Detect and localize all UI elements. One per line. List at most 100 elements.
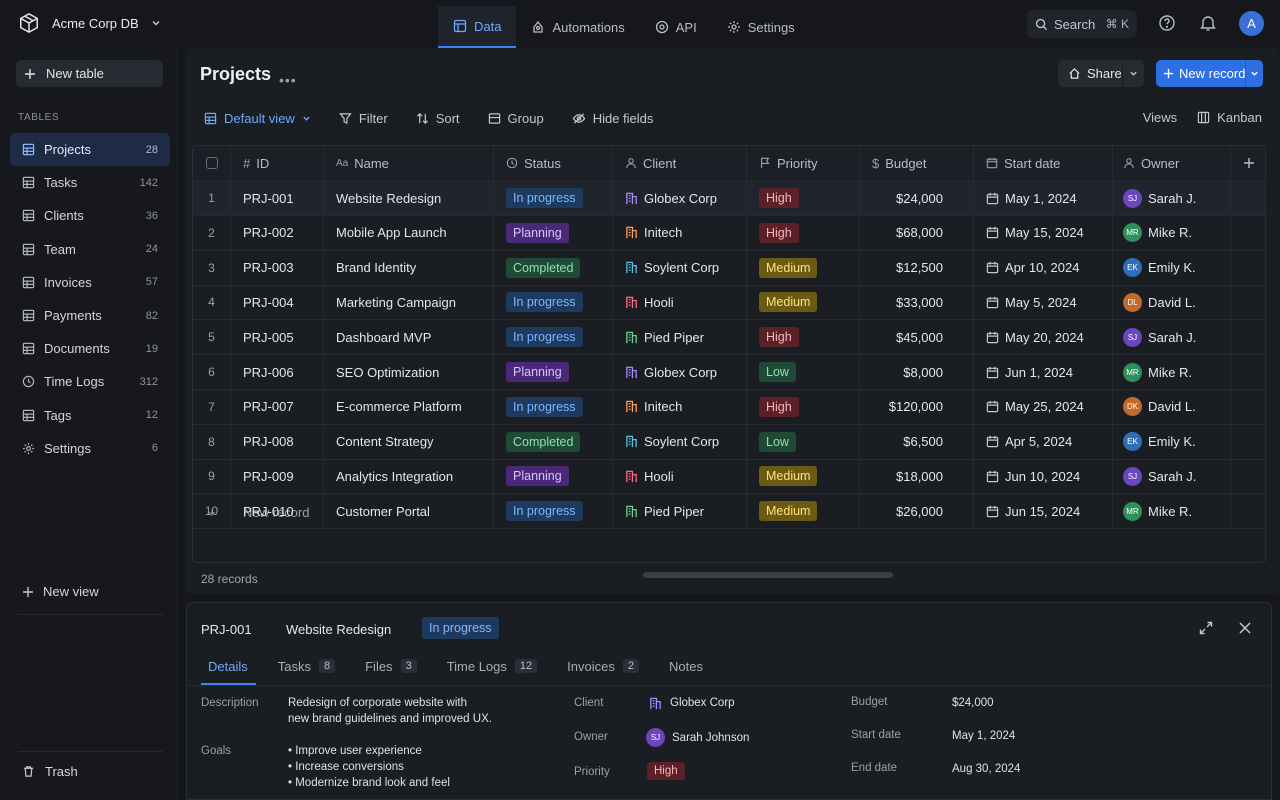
status-cell[interactable]: Completed	[494, 424, 613, 459]
tab-api[interactable]: API	[640, 6, 712, 48]
row-number[interactable]: 2	[193, 215, 231, 250]
status-cell[interactable]: Completed	[494, 250, 613, 285]
column-header-budget[interactable]: $ Budget	[860, 146, 974, 180]
user-avatar[interactable]: A	[1239, 11, 1264, 36]
id-cell[interactable]: PRJ-003	[231, 250, 324, 285]
views-button[interactable]: Views	[1142, 110, 1178, 125]
sidebar-item-clients[interactable]: Clients 36	[10, 199, 170, 232]
client-cell[interactable]: Hooli	[613, 459, 747, 494]
expand-icon[interactable]	[1199, 621, 1213, 635]
budget-cell[interactable]: $120,000	[860, 389, 974, 424]
status-cell[interactable]: Planning	[494, 215, 613, 250]
start-date-cell[interactable]: May 25, 2024	[974, 389, 1113, 424]
filter-button[interactable]: Filter	[338, 111, 388, 126]
budget-cell[interactable]: $33,000	[860, 285, 974, 320]
help-icon[interactable]	[1157, 13, 1177, 33]
sort-button[interactable]: Sort	[416, 111, 460, 126]
row-number[interactable]: 7	[193, 389, 231, 424]
client-cell[interactable]: Pied Piper	[613, 320, 747, 355]
status-cell[interactable]: In progress	[494, 320, 613, 355]
start-date-cell[interactable]: May 1, 2024	[974, 181, 1113, 215]
name-cell[interactable]: Customer Portal	[324, 494, 494, 529]
tab-settings[interactable]: Settings	[712, 6, 810, 48]
trash-button[interactable]: Trash	[22, 764, 78, 779]
row-number[interactable]: 1	[193, 181, 231, 215]
status-cell[interactable]: In progress	[494, 494, 613, 529]
detail-tab-details[interactable]: Details	[201, 655, 256, 685]
client-cell[interactable]: Globex Corp	[613, 355, 747, 389]
start-date-cell[interactable]: May 15, 2024	[974, 215, 1113, 250]
sidebar-item-time-logs[interactable]: Time Logs 312	[10, 365, 170, 398]
budget-cell[interactable]: $18,000	[860, 459, 974, 494]
add-record-row[interactable]: + New record	[193, 495, 309, 530]
name-cell[interactable]: Dashboard MVP	[324, 320, 494, 355]
start-date-cell[interactable]: Jun 10, 2024	[974, 459, 1113, 494]
name-cell[interactable]: Mobile App Launch	[324, 215, 494, 250]
more-options-icon[interactable]: •••	[279, 72, 297, 88]
owner-cell[interactable]: DK David L.	[1113, 389, 1231, 424]
table-row[interactable]: 10 PRJ-010 Customer Portal In progress Pied …	[193, 494, 1265, 530]
id-cell[interactable]: PRJ-001	[231, 181, 324, 215]
name-cell[interactable]: SEO Optimization	[324, 355, 494, 389]
column-header-status[interactable]: Status	[494, 146, 613, 180]
start-date-cell[interactable]: Apr 5, 2024	[974, 424, 1113, 459]
table-row[interactable]: 8 PRJ-008 Content Strategy Completed Soylent…	[193, 424, 1265, 460]
table-row[interactable]: 4 PRJ-004 Marketing Campaign In progress Hoo…	[193, 285, 1265, 321]
column-header-start-date[interactable]: Start date	[974, 146, 1113, 180]
name-cell[interactable]: Content Strategy	[324, 424, 494, 459]
id-cell[interactable]: PRJ-005	[231, 320, 324, 355]
new-table-button[interactable]: New table	[16, 60, 163, 87]
table-row[interactable]: 3 PRJ-003 Brand Identity Completed Soylent C…	[193, 250, 1265, 286]
sidebar-item-settings[interactable]: Settings 6	[10, 432, 170, 465]
close-icon[interactable]	[1238, 621, 1252, 635]
detail-tab-time-logs[interactable]: Time Logs 12	[440, 655, 545, 685]
row-number[interactable]: 6	[193, 355, 231, 389]
budget-cell[interactable]: $68,000	[860, 215, 974, 250]
id-cell[interactable]: PRJ-007	[231, 389, 324, 424]
owner-cell[interactable]: EK Emily K.	[1113, 250, 1231, 285]
column-header-owner[interactable]: Owner	[1113, 146, 1231, 180]
row-number[interactable]: 3	[193, 250, 231, 285]
owner-cell[interactable]: MR Mike R.	[1113, 215, 1231, 250]
sidebar-item-payments[interactable]: Payments 82	[10, 299, 170, 332]
view-selector[interactable]: Default view	[204, 111, 311, 126]
row-number[interactable]: 4	[193, 285, 231, 320]
column-header-id[interactable]: # ID	[231, 146, 324, 180]
start-date-cell[interactable]: May 20, 2024	[974, 320, 1113, 355]
budget-cell[interactable]: $45,000	[860, 320, 974, 355]
row-number[interactable]: 9	[193, 459, 231, 494]
table-row[interactable]: 7 PRJ-007 E-commerce Platform In progress In…	[193, 389, 1265, 425]
row-number[interactable]: 10	[193, 494, 231, 529]
name-cell[interactable]: Analytics Integration	[324, 459, 494, 494]
priority-cell[interactable]: Medium	[747, 250, 860, 285]
priority-cell[interactable]: High	[747, 215, 860, 250]
hide-fields-button[interactable]: Hide fields	[572, 111, 653, 126]
tab-data[interactable]: Data	[438, 6, 517, 48]
budget-cell[interactable]: $24,000	[860, 181, 974, 215]
client-cell[interactable]: Soylent Corp	[613, 424, 747, 459]
sidebar-item-projects[interactable]: Projects 28	[10, 133, 170, 167]
budget-cell[interactable]: $6,500	[860, 424, 974, 459]
priority-cell[interactable]: High	[747, 181, 860, 215]
priority-cell[interactable]: Medium	[747, 285, 860, 320]
start-date-cell[interactable]: Jun 15, 2024	[974, 494, 1113, 529]
client-cell[interactable]: Soylent Corp	[613, 250, 747, 285]
name-cell[interactable]: Marketing Campaign	[324, 285, 494, 320]
owner-cell[interactable]: MR Mike R.	[1113, 355, 1231, 389]
budget-cell[interactable]: $12,500	[860, 250, 974, 285]
id-cell[interactable]: PRJ-002	[231, 215, 324, 250]
detail-tab-invoices[interactable]: Invoices 2	[560, 655, 647, 685]
id-cell[interactable]: PRJ-006	[231, 355, 324, 389]
priority-cell[interactable]: Low	[747, 355, 860, 389]
owner-cell[interactable]: SJ Sarah J.	[1113, 459, 1231, 494]
group-button[interactable]: Group	[488, 111, 544, 126]
owner-cell[interactable]: MR Mike R.	[1113, 494, 1231, 529]
name-cell[interactable]: Brand Identity	[324, 250, 494, 285]
detail-tab-tasks[interactable]: Tasks 8	[271, 655, 343, 685]
client-cell[interactable]: Pied Piper	[613, 494, 747, 529]
table-row[interactable]: 6 PRJ-006 SEO Optimization Planning Globex C…	[193, 355, 1265, 390]
priority-cell[interactable]: Medium	[747, 459, 860, 494]
new-record-button[interactable]: New record	[1156, 60, 1263, 87]
share-button[interactable]: Share	[1058, 60, 1144, 87]
id-cell[interactable]: PRJ-004	[231, 285, 324, 320]
